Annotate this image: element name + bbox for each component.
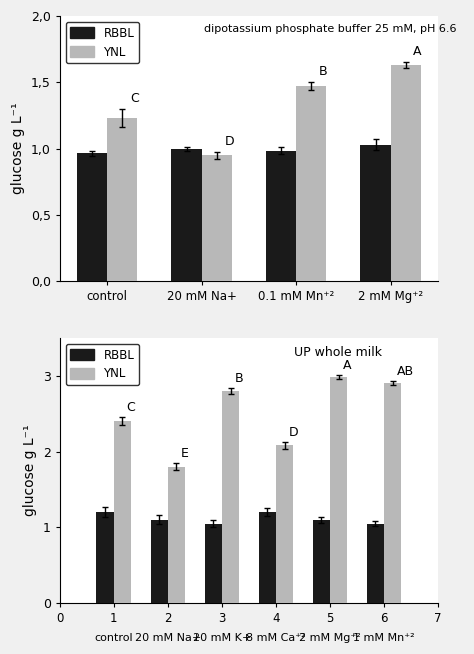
Bar [266,150,296,281]
Bar [313,520,330,603]
Bar [77,153,107,281]
Text: E: E [181,447,189,460]
Legend: RBBL, YNL: RBBL, YNL [65,344,139,385]
Text: B: B [235,372,244,385]
Bar [114,421,131,603]
Bar [201,155,232,281]
Bar [222,391,239,603]
Bar [367,523,384,603]
Bar [276,445,293,603]
Bar [96,512,114,603]
Bar [172,148,201,281]
Text: dipotassium phosphate buffer 25 mM, pH 6.6: dipotassium phosphate buffer 25 mM, pH 6… [203,24,456,34]
Text: D: D [289,426,299,439]
Bar [360,145,391,281]
Legend: RBBL, YNL: RBBL, YNL [65,22,139,63]
Bar [168,467,185,603]
Text: AB: AB [397,366,414,379]
Y-axis label: glucose g L⁻¹: glucose g L⁻¹ [23,424,37,516]
Bar [330,377,347,603]
Text: C: C [127,402,136,415]
Text: D: D [224,135,234,148]
Bar [151,520,168,603]
Text: A: A [343,360,352,372]
Bar [107,118,137,281]
Text: B: B [319,65,328,78]
Bar [384,383,401,603]
Y-axis label: glucose g L⁻¹: glucose g L⁻¹ [11,103,25,194]
Bar [205,523,222,603]
Text: C: C [130,92,138,105]
Bar [259,512,276,603]
Text: UP whole milk: UP whole milk [294,346,383,359]
Text: A: A [413,45,422,58]
Bar [391,65,421,281]
Bar [296,86,327,281]
